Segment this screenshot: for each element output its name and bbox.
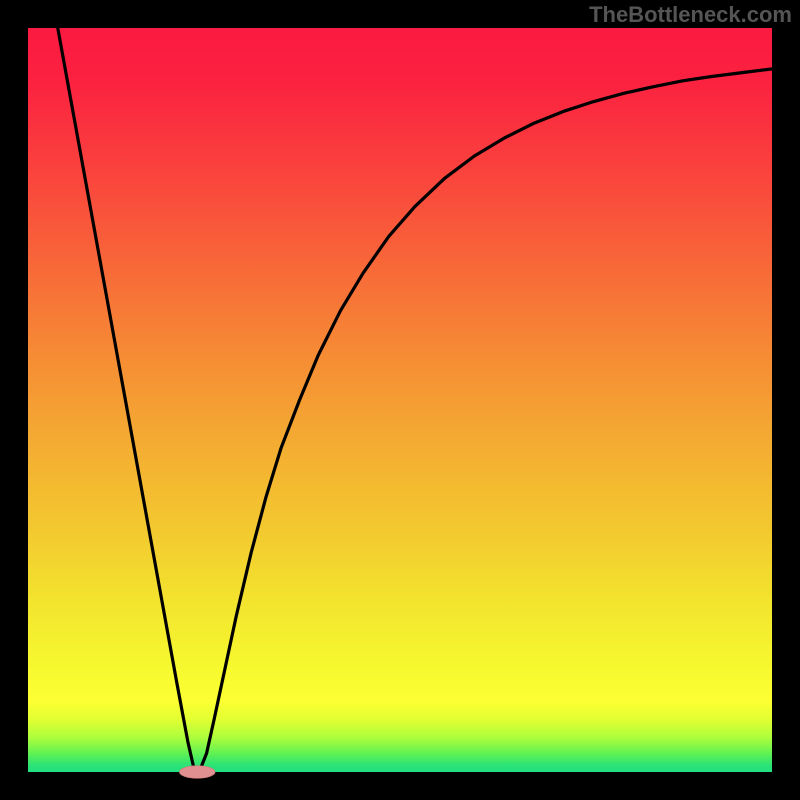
attribution-text: TheBottleneck.com (589, 2, 792, 28)
minimum-marker (179, 766, 215, 779)
plot-background (28, 28, 772, 772)
chart-frame: TheBottleneck.com (0, 0, 800, 800)
bottleneck-chart-svg (0, 0, 800, 800)
